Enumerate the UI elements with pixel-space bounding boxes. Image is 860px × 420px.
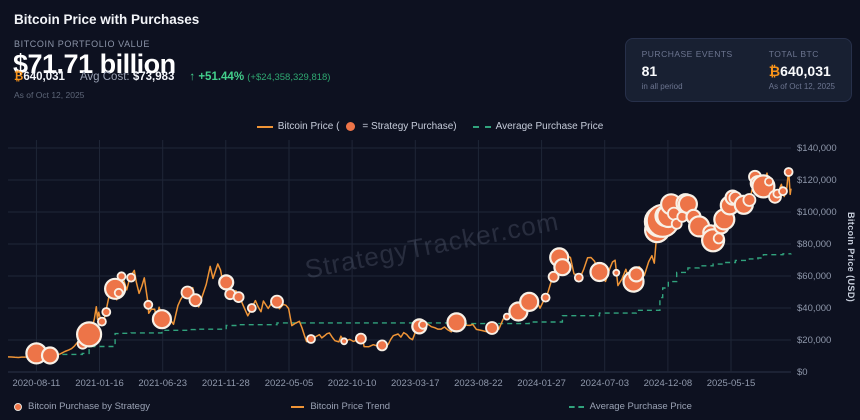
- chart-legend: Bitcoin Price (= Strategy Purchase) Aver…: [0, 121, 860, 132]
- bottom-legend-average-price[interactable]: Average Purchase Price: [568, 401, 846, 412]
- x-tick-label: 2024-07-03: [580, 378, 629, 389]
- purchase-marker[interactable]: [246, 303, 257, 313]
- purchase-marker[interactable]: [417, 319, 428, 330]
- purchase-marker[interactable]: [589, 261, 610, 283]
- purchase-marker[interactable]: [712, 232, 725, 245]
- x-tick-label: 2024-01-27: [517, 378, 566, 389]
- as-of-date: As of Oct 12, 2025: [14, 90, 85, 100]
- x-tick-label: 2021-01-16: [75, 378, 124, 389]
- purchase-marker[interactable]: [764, 176, 774, 187]
- purchase-marker[interactable]: [188, 293, 203, 308]
- purchase-marker[interactable]: [376, 339, 389, 352]
- purchase-marker[interactable]: [143, 299, 154, 310]
- gain-percent: ↑ +51.44% (+$24,358,329,818): [189, 71, 331, 83]
- avg-line-swatch-icon: [472, 125, 491, 128]
- purchase-marker[interactable]: [306, 334, 316, 344]
- price-chart[interactable]: $0 $20,000 $40,000 $60,000 $80,000 $100,000 $1…: [0, 134, 860, 392]
- purchase-marker[interactable]: [340, 337, 349, 346]
- purchase-marker[interactable]: [354, 332, 367, 345]
- x-tick-label: 2021-11-28: [202, 378, 250, 389]
- purchase-marker[interactable]: [126, 272, 137, 283]
- purchase-marker[interactable]: [485, 321, 499, 335]
- purchase-dot-icon: [346, 122, 356, 131]
- purchase-marker[interactable]: [40, 346, 60, 365]
- portfolio-value-label: BITCOIN PORTFOLIO VALUE: [14, 39, 150, 49]
- purchase-marker[interactable]: [628, 266, 645, 283]
- btc-symbol: ₿: [14, 71, 24, 83]
- x-tick-label: 2025-05-15: [707, 378, 756, 389]
- average-purchase-price-line: [36, 253, 792, 356]
- price-line-swatch-icon: [256, 125, 273, 128]
- purchase-marker[interactable]: [232, 291, 245, 304]
- purchase-marker[interactable]: [116, 271, 127, 282]
- x-tick-label: 2024-12-08: [644, 378, 693, 389]
- portfolio-value: $71.71 billion: [13, 49, 176, 79]
- legend-item-bitcoin-price[interactable]: Bitcoin Price (= Strategy Purchase): [256, 121, 457, 132]
- btc-holdings: ₿640,031: [14, 71, 65, 83]
- purchase-marker[interactable]: [218, 274, 235, 291]
- y-tick-label: $80,000: [797, 239, 831, 250]
- purchase-events-stat: PURCHASE EVENTS 81 in all period: [641, 49, 733, 91]
- x-tick-label: 2020-08-11: [12, 378, 60, 389]
- purchase-marker[interactable]: [778, 186, 788, 197]
- bottom-legend-purchases[interactable]: Bitcoin Purchase by Strategy: [14, 401, 291, 412]
- y-tick-label: $120,000: [797, 175, 837, 186]
- y-tick-label: $60,000: [797, 271, 831, 282]
- y-tick-label: $20,000: [797, 335, 831, 346]
- purchase-marker[interactable]: [540, 292, 551, 303]
- purchase-marker[interactable]: [270, 294, 284, 309]
- total-btc-stat: TOTAL BTC ₿640,031 As of Oct 12, 2025: [768, 49, 835, 91]
- y-tick-label: $0: [797, 367, 808, 378]
- purchase-marker[interactable]: [547, 270, 560, 283]
- y-tick-label: $140,000: [797, 143, 837, 154]
- gain-absolute: (+$24,358,329,818): [247, 72, 331, 83]
- x-tick-label: 2023-03-17: [391, 378, 440, 389]
- x-tick-label: 2022-10-10: [328, 378, 377, 389]
- avg-cost: Avg Cost: $73,983: [79, 71, 175, 83]
- x-tick-label: 2022-05-05: [265, 378, 314, 389]
- x-tick-label: 2023-08-22: [454, 378, 503, 389]
- y-axis-title: Bitcoin Price (USD): [846, 212, 856, 303]
- purchase-marker[interactable]: [101, 307, 112, 317]
- purchase-marker[interactable]: [573, 272, 584, 283]
- purchase-marker[interactable]: [553, 258, 572, 277]
- page-title: Bitcoin Price with Purchases: [14, 12, 200, 27]
- purchase-marker[interactable]: [97, 316, 107, 327]
- purchase-marker[interactable]: [519, 291, 540, 312]
- x-tick-label: 2021-06-23: [138, 378, 187, 389]
- purchase-marker[interactable]: [446, 312, 467, 333]
- price-trend-icon: [291, 405, 305, 408]
- portfolio-stats-row: ₿640,031 Avg Cost: $73,983 ↑ +51.44% (+$…: [14, 71, 330, 83]
- legend-item-average-price[interactable]: Average Purchase Price: [472, 121, 603, 132]
- summary-card: PURCHASE EVENTS 81 in all period TOTAL B…: [624, 38, 852, 102]
- btc-symbol: ₿: [768, 63, 781, 79]
- purchase-marker[interactable]: [612, 268, 621, 277]
- chart-area: $0 $20,000 $40,000 $60,000 $80,000 $100,000 $1…: [0, 134, 860, 392]
- bottom-legend-price-trend[interactable]: Bitcoin Price Trend: [291, 401, 568, 412]
- purchase-marker[interactable]: [783, 167, 794, 177]
- purchase-marker[interactable]: [742, 193, 757, 207]
- avg-price-icon: [568, 405, 584, 408]
- y-tick-label: $100,000: [797, 207, 837, 218]
- purchase-marker[interactable]: [113, 287, 124, 298]
- purchase-marker-icon: [14, 402, 22, 411]
- bottom-legend: Bitcoin Purchase by Strategy Bitcoin Pri…: [0, 401, 860, 412]
- y-tick-label: $40,000: [797, 303, 831, 314]
- purchase-marker[interactable]: [151, 309, 172, 330]
- purchase-marker[interactable]: [75, 321, 103, 348]
